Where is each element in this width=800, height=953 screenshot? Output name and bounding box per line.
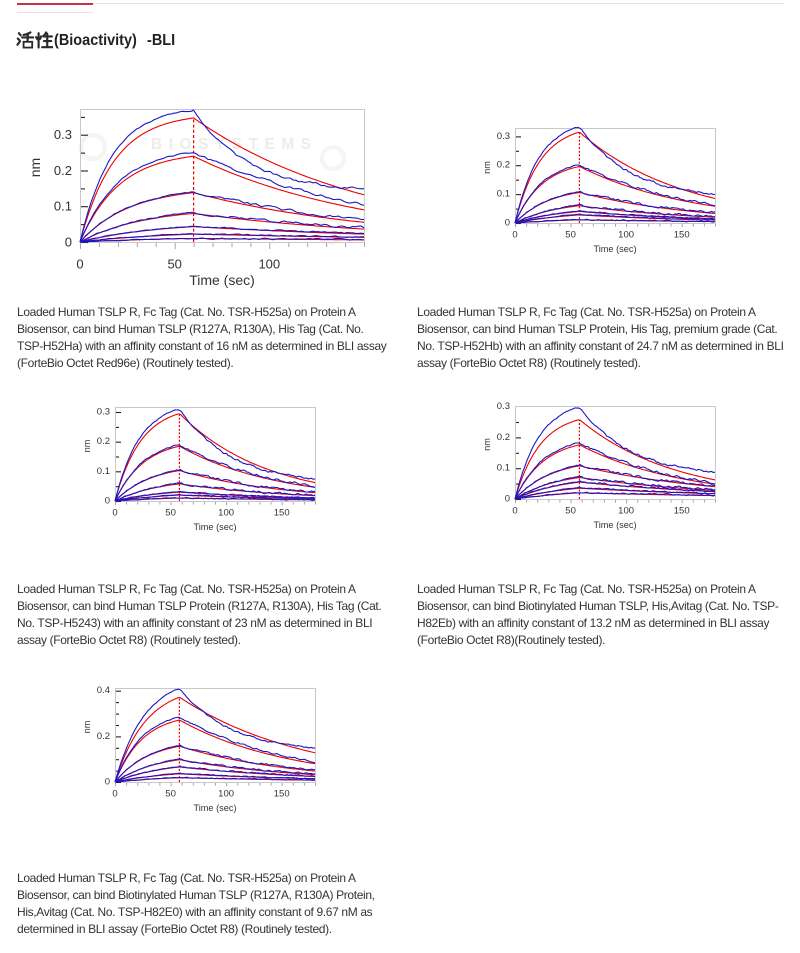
svg-text:nm: nm bbox=[482, 161, 492, 174]
svg-text:0: 0 bbox=[105, 777, 110, 788]
svg-text:Time (sec): Time (sec) bbox=[593, 520, 636, 530]
svg-text:150: 150 bbox=[674, 230, 690, 241]
svg-text:0: 0 bbox=[65, 235, 72, 250]
svg-text:0: 0 bbox=[76, 257, 83, 272]
svg-text:50: 50 bbox=[565, 506, 576, 517]
svg-text:100: 100 bbox=[618, 230, 634, 241]
svg-text:0.3: 0.3 bbox=[54, 127, 72, 142]
svg-text:0.2: 0.2 bbox=[97, 436, 110, 447]
svg-text:100: 100 bbox=[218, 789, 234, 800]
svg-text:0.2: 0.2 bbox=[54, 163, 72, 178]
svg-text:100: 100 bbox=[258, 257, 280, 272]
svg-text:0.1: 0.1 bbox=[54, 199, 72, 214]
svg-text:50: 50 bbox=[165, 508, 176, 519]
svg-text:50: 50 bbox=[167, 257, 181, 272]
svg-text:0: 0 bbox=[512, 230, 517, 241]
svg-text:0.4: 0.4 bbox=[97, 685, 110, 696]
svg-text:0.3: 0.3 bbox=[497, 131, 510, 142]
svg-text:0.3: 0.3 bbox=[97, 407, 110, 418]
svg-text:0: 0 bbox=[505, 494, 510, 505]
svg-text:BIOSYSTEMS: BIOSYSTEMS bbox=[151, 136, 318, 153]
svg-text:0.1: 0.1 bbox=[497, 189, 510, 200]
svg-text:0: 0 bbox=[505, 218, 510, 229]
svg-text:Time (sec): Time (sec) bbox=[193, 522, 236, 532]
svg-text:50: 50 bbox=[165, 789, 176, 800]
svg-text:0: 0 bbox=[512, 506, 517, 517]
svg-text:100: 100 bbox=[618, 506, 634, 517]
svg-text:150: 150 bbox=[674, 506, 690, 517]
svg-text:nm: nm bbox=[82, 439, 92, 452]
svg-text:Time (sec): Time (sec) bbox=[193, 803, 236, 813]
svg-text:nm: nm bbox=[27, 158, 43, 177]
svg-text:0.2: 0.2 bbox=[497, 160, 510, 171]
svg-text:0.1: 0.1 bbox=[97, 466, 110, 477]
svg-text:Time (sec): Time (sec) bbox=[593, 244, 636, 254]
svg-text:Time (sec): Time (sec) bbox=[189, 272, 255, 288]
svg-text:nm: nm bbox=[482, 438, 492, 451]
svg-text:0.2: 0.2 bbox=[497, 432, 510, 443]
svg-text:0: 0 bbox=[112, 508, 117, 519]
svg-text:100: 100 bbox=[218, 508, 234, 519]
svg-text:0: 0 bbox=[105, 496, 110, 507]
svg-text:0.1: 0.1 bbox=[497, 463, 510, 474]
svg-text:0.3: 0.3 bbox=[497, 401, 510, 412]
svg-text:0.2: 0.2 bbox=[97, 731, 110, 742]
svg-text:nm: nm bbox=[82, 720, 92, 733]
svg-text:150: 150 bbox=[274, 508, 290, 519]
svg-text:150: 150 bbox=[274, 789, 290, 800]
svg-text:50: 50 bbox=[565, 230, 576, 241]
svg-text:0: 0 bbox=[112, 789, 117, 800]
